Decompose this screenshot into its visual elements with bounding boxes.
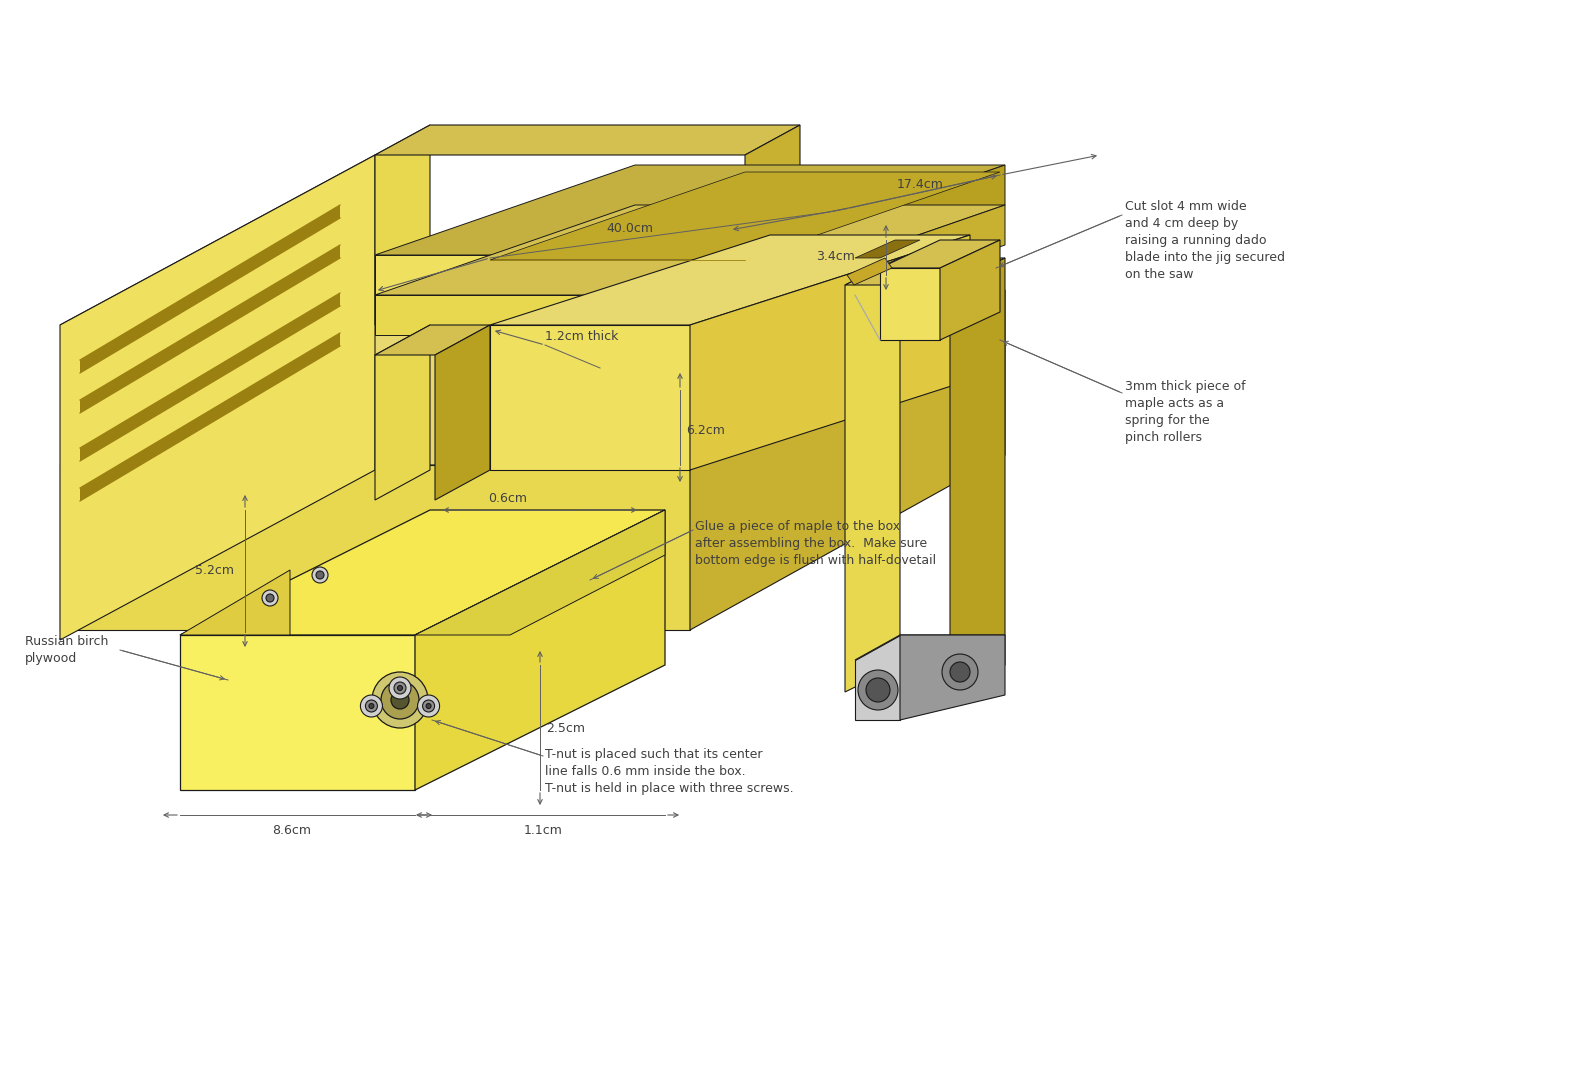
Circle shape	[866, 679, 890, 702]
Polygon shape	[180, 510, 665, 635]
Polygon shape	[855, 635, 900, 721]
Text: 8.6cm: 8.6cm	[273, 824, 311, 837]
Polygon shape	[435, 325, 490, 500]
Circle shape	[381, 681, 419, 719]
Polygon shape	[847, 258, 892, 285]
Text: 5.2cm: 5.2cm	[196, 563, 234, 576]
Polygon shape	[375, 125, 431, 325]
Circle shape	[368, 703, 373, 709]
Polygon shape	[855, 240, 920, 258]
Polygon shape	[375, 125, 801, 155]
Polygon shape	[855, 635, 1005, 660]
Text: 2.5cm: 2.5cm	[545, 722, 585, 735]
Circle shape	[397, 685, 402, 690]
Text: Glue a piece of maple to the box
after assembling the box.  Make sure
bottom edg: Glue a piece of maple to the box after a…	[695, 520, 936, 567]
Circle shape	[423, 700, 434, 712]
Circle shape	[316, 571, 324, 579]
Polygon shape	[939, 240, 1000, 340]
Circle shape	[426, 703, 431, 709]
Polygon shape	[61, 290, 1005, 465]
Polygon shape	[80, 205, 340, 373]
Text: T-nut is placed such that its center
line falls 0.6 mm inside the box.
T-nut is : T-nut is placed such that its center lin…	[545, 749, 794, 795]
Polygon shape	[375, 205, 1005, 295]
Polygon shape	[951, 258, 1005, 693]
Polygon shape	[490, 172, 1000, 260]
Polygon shape	[375, 165, 1005, 255]
Polygon shape	[845, 258, 900, 693]
Circle shape	[391, 691, 408, 709]
Circle shape	[262, 590, 278, 606]
Polygon shape	[375, 325, 490, 355]
Polygon shape	[745, 125, 801, 325]
Polygon shape	[61, 155, 431, 325]
Polygon shape	[180, 635, 415, 791]
Polygon shape	[80, 293, 340, 461]
Polygon shape	[61, 465, 691, 630]
Circle shape	[372, 672, 427, 728]
Text: 40.0cm: 40.0cm	[606, 222, 654, 235]
Polygon shape	[375, 255, 745, 295]
Polygon shape	[490, 325, 691, 470]
Polygon shape	[691, 235, 970, 470]
Polygon shape	[880, 268, 939, 340]
Text: 0.6cm: 0.6cm	[488, 491, 528, 504]
Circle shape	[360, 695, 383, 717]
Polygon shape	[490, 235, 970, 325]
Text: 6.2cm: 6.2cm	[686, 423, 724, 436]
Polygon shape	[375, 295, 745, 335]
Text: 3.4cm: 3.4cm	[817, 251, 855, 264]
Polygon shape	[375, 325, 431, 500]
Circle shape	[943, 654, 978, 690]
Polygon shape	[80, 333, 340, 501]
Circle shape	[389, 677, 412, 699]
Circle shape	[365, 700, 378, 712]
Polygon shape	[415, 510, 665, 635]
Polygon shape	[845, 258, 1005, 285]
Text: 1.2cm thick: 1.2cm thick	[545, 330, 619, 342]
Polygon shape	[745, 165, 1005, 295]
Text: Russian birch
plywood: Russian birch plywood	[26, 635, 108, 665]
Polygon shape	[61, 155, 375, 640]
Polygon shape	[880, 240, 1000, 268]
Text: 3mm thick piece of
maple acts as a
spring for the
pinch rollers: 3mm thick piece of maple acts as a sprin…	[1124, 380, 1246, 444]
Circle shape	[418, 695, 440, 717]
Circle shape	[266, 595, 274, 602]
Text: 1.1cm: 1.1cm	[523, 824, 563, 837]
Circle shape	[394, 682, 407, 694]
Circle shape	[951, 662, 970, 682]
Polygon shape	[180, 570, 290, 635]
Polygon shape	[900, 635, 1005, 721]
Polygon shape	[415, 510, 665, 791]
Text: 17.4cm: 17.4cm	[896, 179, 943, 192]
Polygon shape	[691, 290, 1005, 630]
Circle shape	[858, 670, 898, 710]
Polygon shape	[80, 244, 340, 412]
Polygon shape	[745, 205, 1005, 335]
Circle shape	[313, 567, 329, 583]
Text: Cut slot 4 mm wide
and 4 cm deep by
raising a running dado
blade into the jig se: Cut slot 4 mm wide and 4 cm deep by rais…	[1124, 200, 1286, 281]
